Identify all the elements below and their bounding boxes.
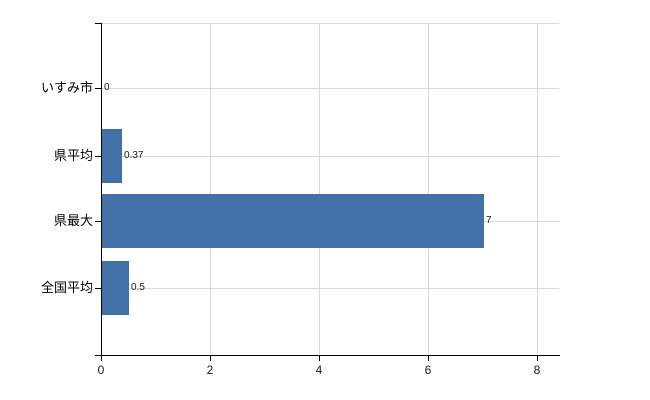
gridline-vertical bbox=[537, 23, 538, 355]
value-label: 0.37 bbox=[124, 150, 144, 161]
gridline-vertical bbox=[319, 23, 320, 355]
x-axis-tick bbox=[210, 355, 211, 361]
plot-top-border bbox=[101, 23, 559, 24]
x-axis-tick bbox=[101, 355, 102, 361]
bar bbox=[102, 129, 122, 183]
x-tick-label: 6 bbox=[424, 363, 432, 377]
x-tick-label: 2 bbox=[206, 363, 214, 377]
y-axis-tick bbox=[95, 288, 101, 289]
category-label: 県最大 bbox=[53, 213, 93, 228]
gridline-horizontal bbox=[101, 88, 559, 89]
gridline-vertical bbox=[428, 23, 429, 355]
value-label: 0.5 bbox=[131, 282, 145, 293]
x-axis-tick bbox=[428, 355, 429, 361]
category-label: 全国平均 bbox=[40, 280, 93, 295]
y-axis-tick bbox=[95, 23, 101, 24]
category-label: 県平均 bbox=[53, 148, 93, 163]
x-axis bbox=[95, 355, 560, 356]
value-label: 7 bbox=[486, 215, 492, 226]
category-label: いすみ市 bbox=[40, 80, 93, 95]
y-axis-tick bbox=[95, 156, 101, 157]
bar bbox=[102, 261, 129, 315]
x-axis-tick bbox=[537, 355, 538, 361]
y-axis bbox=[101, 23, 102, 356]
gridline-vertical bbox=[210, 23, 211, 355]
x-axis-tick bbox=[319, 355, 320, 361]
y-axis-tick bbox=[95, 221, 101, 222]
x-tick-label: 8 bbox=[533, 363, 541, 377]
value-label: 0 bbox=[104, 82, 110, 93]
x-tick-label: 4 bbox=[315, 363, 323, 377]
y-axis-tick bbox=[95, 88, 101, 89]
gridline-horizontal bbox=[101, 288, 559, 289]
x-tick-label: 0 bbox=[97, 363, 105, 377]
gridline-horizontal bbox=[101, 156, 559, 157]
bar bbox=[102, 194, 484, 248]
